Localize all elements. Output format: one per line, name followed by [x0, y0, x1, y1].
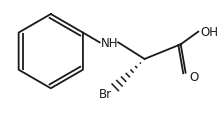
- Text: OH: OH: [200, 26, 218, 39]
- Text: NH: NH: [101, 37, 118, 49]
- Text: O: O: [189, 70, 199, 83]
- Text: Br: Br: [99, 87, 112, 100]
